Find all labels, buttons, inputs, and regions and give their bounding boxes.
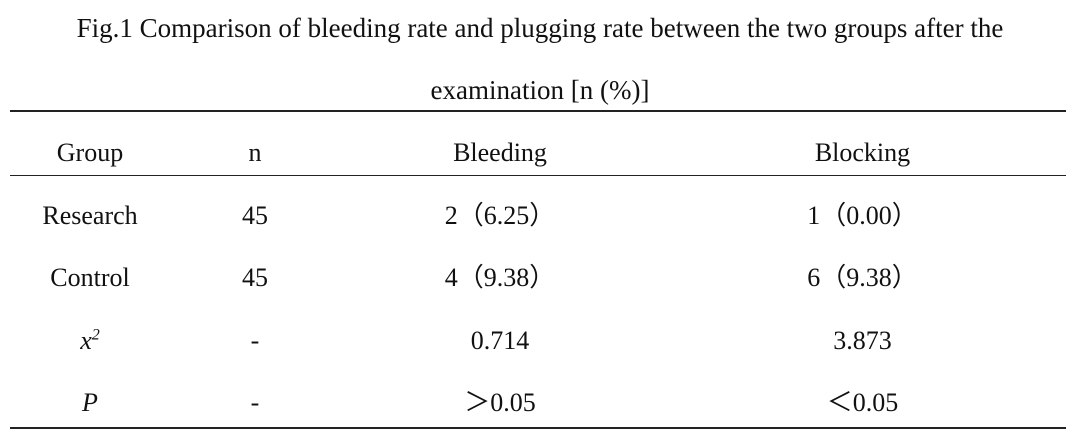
row-group-chi-square: x2 [10,321,170,361]
row-n: 45 [242,201,268,230]
header-blocking: Blocking [814,138,911,167]
row-group: Research [42,201,138,230]
table-row: P - ＞0.05 ＜0.05 [10,383,1066,423]
row-group: Control [50,263,130,292]
chi-square-superscript: 2 [91,326,100,344]
row-blocking: 6（9.38） [807,263,918,292]
table-caption-line-2: examination [n (%)] [430,75,650,105]
table-caption-line-1: Fig.1 Comparison of bleeding rate and pl… [76,13,1004,43]
table-header-row: Group n Bleeding Blocking [10,133,1066,173]
table-row: Research 45 2（6.25） 1（0.00） [10,196,1066,236]
row-blocking: ＜0.05 [826,388,899,417]
row-bleeding: 4（9.38） [444,263,556,292]
table-top-rule [10,110,1066,112]
table-header-rule [10,175,1066,176]
row-bleeding: 2（6.25） [444,201,556,230]
row-n: - [250,326,260,355]
table-row: x2 - 0.714 3.873 [10,321,1066,361]
table-bottom-rule [10,427,1066,429]
header-n: n [248,138,262,167]
row-bleeding: 0.714 [470,326,530,355]
row-blocking: 3.873 [833,326,892,355]
table-row: Control 45 4（9.38） 6（9.38） [10,258,1066,298]
chi-square-symbol: x [80,326,92,355]
row-group-p-value: P [82,388,98,417]
header-group: Group [56,138,124,167]
row-blocking: 1（0.00） [807,201,918,230]
row-bleeding: ＞0.05 [464,388,536,417]
row-n: 45 [242,263,268,292]
header-bleeding: Bleeding [453,138,547,167]
row-n: - [250,388,260,417]
